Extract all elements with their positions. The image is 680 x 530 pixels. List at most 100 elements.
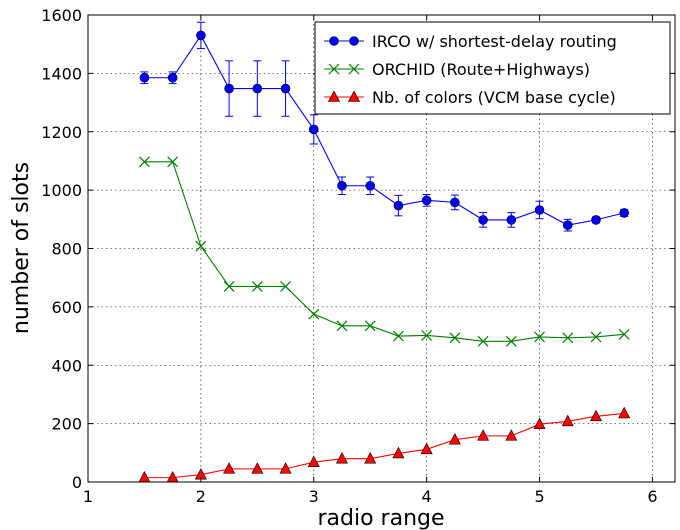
data-point — [618, 328, 630, 340]
data-point-stroke-b — [308, 308, 320, 320]
y-tick-label: 1400 — [41, 64, 82, 83]
data-point-stroke-b — [421, 330, 433, 341]
y-tick-label: 800 — [51, 240, 82, 259]
legend-marker — [329, 36, 339, 46]
legend-label: ORCHID (Route+Highways) — [372, 60, 590, 79]
data-point — [393, 330, 404, 342]
x-tick-label: 5 — [534, 487, 544, 506]
data-point — [139, 72, 150, 83]
data-point — [421, 330, 433, 341]
data-point-stroke-b — [364, 320, 376, 332]
axis-ticks: 1 2 3 4 5 6 0 200 400 600 800 1000 1200 1400 1600 — [41, 6, 675, 506]
data-point-stroke-b — [393, 330, 404, 342]
data-point — [138, 470, 151, 483]
x-tick-label: 4 — [422, 487, 432, 506]
legend: IRCO w/ shortest-delay routing ORCHID (Ro… — [314, 21, 671, 115]
x-tick-label: 2 — [196, 487, 206, 506]
data-point — [449, 332, 461, 344]
data-point — [307, 455, 320, 467]
data-point — [364, 452, 377, 464]
legend-label: IRCO w/ shortest-delay routing — [372, 32, 617, 51]
data-point — [421, 195, 432, 206]
data-point — [562, 332, 574, 344]
data-point — [589, 409, 602, 422]
data-point — [392, 446, 405, 459]
legend-label: Nb. of colors (VCM base cycle) — [372, 88, 616, 107]
data-point — [562, 220, 573, 230]
data-point — [505, 335, 517, 347]
data-point-stroke-b — [280, 281, 291, 292]
data-point-stroke-b — [139, 156, 150, 168]
y-tick-label: 600 — [51, 298, 82, 317]
y-axis-label: number of slots — [9, 162, 34, 334]
y-tick-label: 1000 — [41, 181, 82, 200]
legend-entry-1: ORCHID (Route+Highways) — [324, 60, 590, 79]
data-point — [590, 331, 602, 343]
data-point — [477, 335, 489, 347]
data-point-stroke-b — [167, 156, 179, 168]
data-point — [195, 240, 207, 252]
data-point-stroke-b — [534, 331, 545, 343]
data-point — [450, 197, 460, 208]
data-point — [224, 83, 234, 94]
data-point — [561, 414, 574, 427]
data-point-stroke-b — [449, 332, 461, 344]
legend-marker-stroke-b — [348, 63, 360, 75]
data-point — [308, 308, 320, 320]
legend-marker — [348, 90, 360, 102]
data-point — [619, 208, 630, 218]
data-point — [534, 205, 545, 215]
data-point — [337, 180, 347, 191]
data-point — [533, 417, 546, 430]
x-axis-label: radio range — [317, 506, 444, 530]
data-point — [223, 281, 235, 292]
data-point — [223, 462, 236, 474]
data-point — [251, 281, 263, 292]
series-0 — [139, 21, 630, 232]
data-point-stroke-b — [590, 331, 602, 343]
data-point — [279, 462, 292, 474]
series-1 — [139, 156, 630, 347]
legend-box — [314, 21, 671, 115]
data-point — [393, 200, 404, 211]
y-tick-label: 0 — [72, 473, 82, 492]
data-point-stroke-b — [562, 332, 574, 344]
y-tick-label: 1600 — [41, 6, 82, 25]
data-point — [335, 452, 348, 464]
legend-marker — [328, 90, 340, 102]
legend-entry-0: IRCO w/ shortest-delay routing — [324, 32, 617, 51]
data-point — [420, 442, 433, 455]
x-tick-label: 1 — [83, 487, 93, 506]
data-point — [478, 215, 488, 225]
data-point — [252, 83, 263, 94]
data-point — [534, 331, 545, 343]
legend-marker — [349, 36, 359, 46]
data-point — [591, 215, 601, 225]
data-point — [251, 462, 264, 474]
data-point — [506, 215, 517, 225]
y-tick-label: 1200 — [41, 123, 82, 142]
x-tick-label: 6 — [647, 487, 657, 506]
data-point — [196, 30, 206, 41]
data-point — [167, 72, 178, 83]
series-2 — [138, 406, 631, 483]
data-point — [505, 429, 518, 441]
series-line — [144, 34, 625, 226]
plot-series — [138, 21, 631, 483]
data-point — [308, 124, 319, 135]
data-point-stroke-b — [251, 281, 263, 292]
data-point — [448, 433, 461, 445]
x-tick-label: 3 — [309, 487, 319, 506]
data-point-stroke-b — [336, 320, 348, 332]
data-point — [336, 320, 348, 332]
legend-marker — [328, 63, 340, 75]
data-point — [280, 281, 291, 292]
legend-marker — [348, 63, 360, 75]
data-point — [618, 406, 631, 419]
data-point-stroke-b — [505, 335, 517, 347]
legend-entry-2: Nb. of colors (VCM base cycle) — [324, 88, 616, 107]
data-point-stroke-b — [195, 240, 207, 252]
y-tick-label: 400 — [51, 356, 82, 375]
series-line — [144, 412, 625, 479]
